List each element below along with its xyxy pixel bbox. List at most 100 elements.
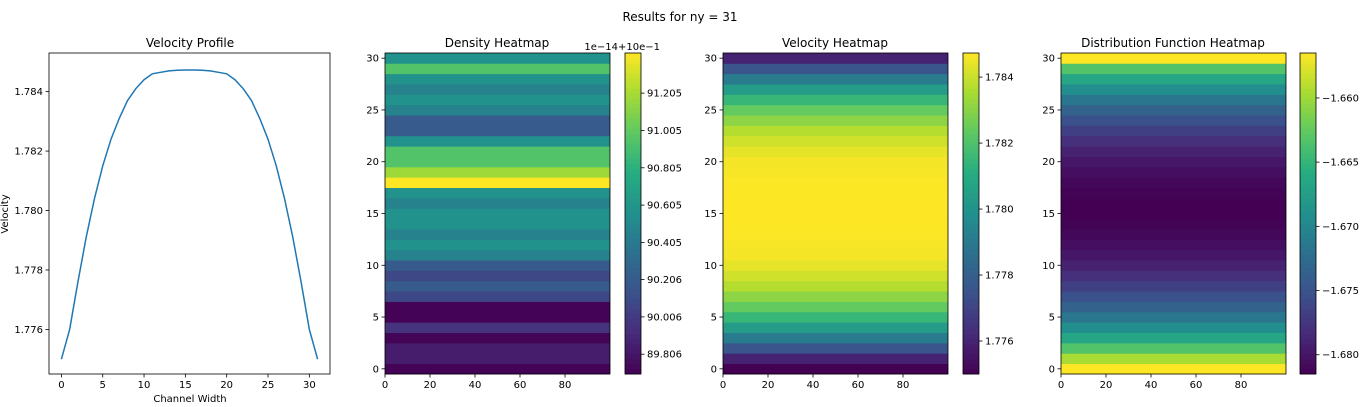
distribution-colorbar-segment [1300, 158, 1316, 164]
density-colorbar-frame [624, 52, 642, 375]
density-colorbar-segment [625, 83, 641, 89]
distribution-colorbar-segment [1300, 298, 1316, 305]
distribution-colorbar-segment [1300, 268, 1316, 275]
density-colorbar-segment [625, 68, 641, 74]
velocity-heatmap-row [723, 177, 948, 189]
velocity-heatmap-row [723, 125, 948, 137]
distribution-colorbar-segment [1300, 313, 1316, 320]
distribution-heatmap-ytick-label: 0 [1049, 364, 1055, 375]
velocity-colorbar-segment [963, 358, 979, 365]
velocity-heatmap-row [723, 135, 948, 147]
density-heatmap-ytick-label: 25 [366, 105, 379, 116]
distribution-heatmap-row [1061, 94, 1286, 106]
density-heatmap-row [385, 63, 610, 75]
density-colorbar-segment [625, 223, 641, 229]
distribution-colorbar-segment [1300, 133, 1316, 139]
density-colorbar-segment [625, 78, 641, 84]
density-colorbar-segment [625, 93, 641, 99]
distribution-heatmap-row [1061, 280, 1286, 292]
density-colorbar-segment [625, 98, 641, 104]
velocity-colorbar-segment [963, 343, 979, 350]
density-colorbar-segment [625, 348, 641, 355]
velocity-heatmap-plot: Velocity Heatmap 0 20 40 60 80 0 5 10 15 20 25 30 1.… [704, 36, 1013, 391]
velocity-colorbar-segment [963, 273, 979, 280]
distribution-colorbar-segment [1300, 253, 1316, 260]
velocity-colorbar-segment [963, 228, 979, 234]
distribution-colorbar-segment [1300, 283, 1316, 290]
distribution-colorbar-segment [1300, 243, 1316, 250]
velocity-colorbar-segment [963, 283, 979, 290]
distribution-colorbar-segment [1300, 163, 1316, 169]
distribution-heatmap-row [1061, 249, 1286, 261]
velocity-heatmap-row [723, 291, 948, 302]
velocity-heatmap-row [723, 301, 948, 313]
velocity-profile-ytick-label: 1.784 [14, 87, 43, 98]
distribution-colorbar-segment [1300, 208, 1316, 214]
distribution-heatmap-row [1061, 363, 1286, 375]
velocity-heatmap-row [723, 239, 948, 251]
distribution-colorbar-segment [1300, 183, 1316, 189]
velocity-colorbar-segment [963, 143, 979, 149]
density-heatmap-ytick-label: 10 [366, 261, 379, 272]
distribution-colorbar-segment [1300, 173, 1316, 179]
density-colorbar-segment [625, 253, 641, 260]
density-colorbar-segment [625, 143, 641, 149]
velocity-heatmap-row [723, 156, 948, 168]
density-colorbar-segment [625, 208, 641, 214]
distribution-heatmap-row [1061, 270, 1286, 282]
density-colorbar-segment [625, 278, 641, 285]
velocity-colorbar-segment [963, 63, 979, 69]
density-colorbar-segment [625, 333, 641, 340]
distribution-colorbar-segment [1300, 108, 1316, 114]
distribution-colorbar-tick-label: −1.680 [1322, 350, 1359, 361]
distribution-heatmap-ytick-label: 20 [1042, 157, 1055, 168]
velocity-heatmap-row [723, 280, 948, 292]
velocity-colorbar-segment [963, 223, 979, 229]
velocity-colorbar-segment [963, 183, 979, 189]
distribution-colorbar-segment [1300, 198, 1316, 204]
distribution-heatmap-row [1061, 84, 1286, 95]
density-heatmap-xtick-label: 0 [382, 380, 388, 391]
distribution-colorbar-segment [1300, 308, 1316, 315]
velocity-heatmap-row [723, 270, 948, 282]
density-colorbar-segment [625, 308, 641, 315]
distribution-heatmap-row [1061, 63, 1286, 75]
density-heatmap-row [385, 156, 610, 168]
distribution-colorbar-segment [1300, 153, 1316, 159]
density-colorbar-segment [625, 313, 641, 320]
velocity-colorbar-segment [963, 58, 979, 64]
density-colorbar-segment [625, 228, 641, 234]
density-colorbar-segment [625, 353, 641, 360]
velocity-heatmap-row [723, 53, 948, 64]
velocity-profile-xtick-label: 5 [100, 380, 106, 391]
figure-title: Results for ny = 31 [622, 10, 737, 24]
velocity-colorbar-segment [963, 173, 979, 179]
distribution-colorbar-tick-label: −1.665 [1322, 158, 1359, 169]
density-heatmap-row [385, 208, 610, 220]
velocity-colorbar-segment [963, 248, 979, 255]
density-heatmap-row [385, 53, 610, 64]
distribution-heatmap-row [1061, 115, 1286, 126]
distribution-heatmap-xtick-label: 80 [1235, 380, 1248, 391]
density-colorbar-segment [625, 173, 641, 179]
distribution-heatmap-row [1061, 291, 1286, 302]
distribution-colorbar-segment [1300, 288, 1316, 295]
distribution-colorbar-segment [1300, 233, 1316, 239]
velocity-colorbar-segment [963, 318, 979, 325]
distribution-colorbar-segment [1300, 353, 1316, 360]
velocity-heatmap-row [723, 363, 948, 375]
distribution-heatmap-row [1061, 218, 1286, 230]
distribution-colorbar-segment [1300, 53, 1316, 59]
density-heatmap-ytick-label: 30 [366, 54, 379, 65]
velocity-profile-title: Velocity Profile [146, 36, 234, 50]
density-heatmap-row [385, 73, 610, 85]
velocity-colorbar-segment [963, 338, 979, 345]
distribution-colorbar-tick-label: −1.675 [1322, 286, 1359, 297]
velocity-colorbar-segment [963, 68, 979, 74]
distribution-colorbar-segment [1300, 193, 1316, 199]
velocity-colorbar-segment [963, 88, 979, 94]
distribution-heatmap-ytick-label: 5 [1049, 313, 1055, 324]
density-colorbar-segment [625, 148, 641, 154]
velocity-colorbar-segment [963, 298, 979, 305]
distribution-heatmap-row [1061, 125, 1286, 137]
